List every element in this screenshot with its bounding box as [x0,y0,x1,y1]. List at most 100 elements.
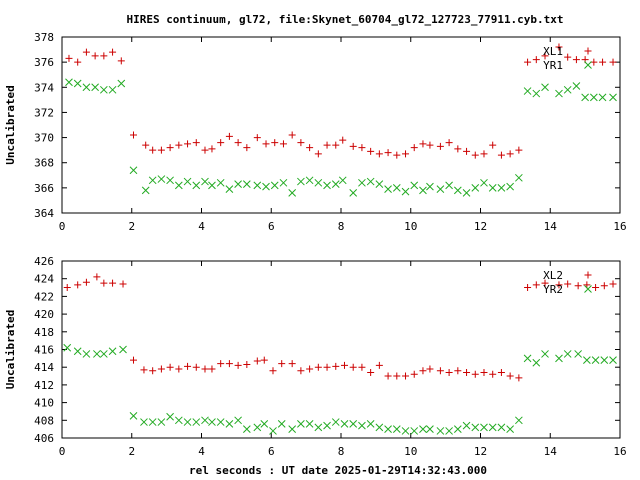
data-point [572,82,581,90]
data-point [609,58,617,66]
series-YR1 [65,78,617,197]
data-point [541,279,549,287]
data-point [174,181,183,190]
data-point [419,425,427,434]
data-point [564,280,572,288]
x-tick-label: 16 [613,220,626,233]
data-point [192,139,200,147]
data-point [99,85,108,94]
data-point [82,350,91,358]
data-point [288,131,296,139]
data-point [175,141,183,149]
data-point [201,177,209,186]
data-point [305,419,314,428]
data-point [375,423,384,432]
data-point [288,425,297,434]
data-point [82,48,90,56]
data-point [174,416,183,425]
y-tick-label: 418 [34,326,54,339]
data-point [109,279,117,287]
data-point [523,354,532,363]
data-point [142,141,150,149]
data-point [184,140,192,148]
data-point [91,52,99,60]
data-point [91,83,99,92]
data-point [419,186,427,195]
data-point [278,360,286,368]
data-point [99,350,108,358]
data-point [63,343,72,352]
plot-frame [61,36,621,214]
legend-label: XL2 [543,269,563,282]
data-point [331,180,340,188]
data-point [306,144,314,152]
data-point [497,151,505,159]
y-tick-label: 370 [34,132,54,145]
data-point [184,362,192,370]
data-point [157,175,166,183]
data-point [129,356,137,364]
data-point [140,418,148,426]
data-point [375,150,383,158]
data-point [541,350,549,358]
data-point [305,176,314,185]
data-point [323,421,331,430]
data-point [506,182,514,191]
y-tick-label: 366 [34,182,54,195]
data-point [445,369,453,377]
data-point [314,423,323,432]
data-point [288,360,296,368]
data-point [242,180,251,188]
legend-marker [584,285,592,293]
data-point [216,418,225,426]
data-point [506,372,514,380]
data-point [393,151,401,159]
data-point [489,141,497,149]
data-point [454,367,462,375]
y-tick-label: 364 [34,207,54,220]
x-tick-label: 0 [59,445,66,458]
data-point [401,187,410,196]
data-point [488,423,497,432]
data-point [572,56,580,64]
data-point [564,53,572,61]
data-point [515,146,523,154]
x-tick-label: 14 [544,220,558,233]
data-point [331,418,340,426]
data-point [555,281,563,289]
data-point [262,182,270,191]
data-point [208,418,216,426]
data-point [410,370,418,378]
data-point [129,166,138,175]
y-tick-label: 378 [34,31,54,44]
data-point [471,184,480,192]
data-point [426,365,434,373]
data-point [515,374,523,382]
x-tick-label: 14 [544,445,558,458]
data-point [129,412,138,420]
data-point [141,186,150,195]
x-tick-label: 6 [268,445,275,458]
data-point [367,369,375,377]
data-point [366,419,375,428]
data-point [589,93,598,102]
data-point [358,178,366,187]
data-point [402,372,410,380]
data-point [339,136,347,144]
data-point [445,139,453,147]
data-point [523,87,532,95]
data-point [506,150,514,158]
data-point [426,182,434,191]
data-point [384,149,392,157]
x-tick-label: 0 [59,220,66,233]
data-point [332,141,340,149]
data-point [314,178,323,187]
data-point [598,93,607,102]
data-point [271,139,279,147]
data-point [609,93,617,102]
data-point [253,357,261,365]
data-point [609,280,617,288]
series-YR2 [63,343,617,435]
data-point [119,280,127,288]
data-point [314,363,322,371]
